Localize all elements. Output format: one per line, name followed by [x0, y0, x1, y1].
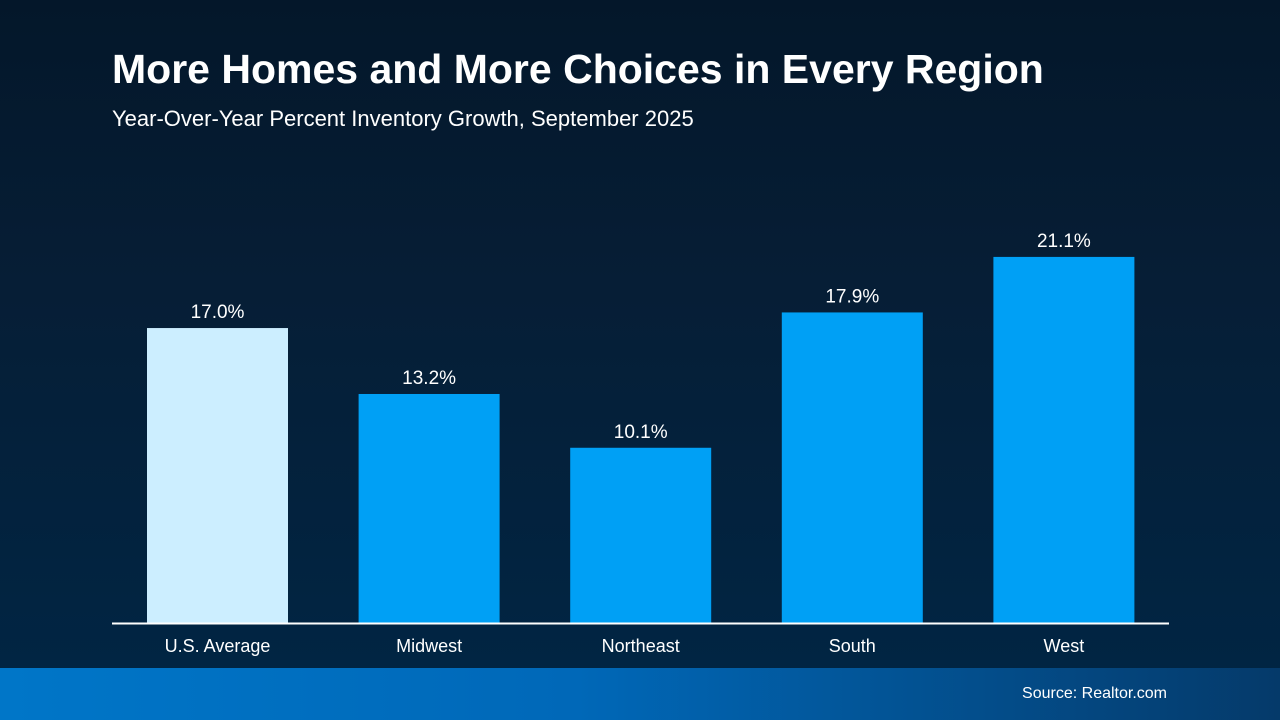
data-label: 17.9%	[825, 286, 879, 307]
source-note: Source: Realtor.com	[1022, 685, 1167, 702]
data-label: 17.0%	[191, 302, 245, 323]
category-label: Northeast	[602, 636, 680, 656]
bar	[993, 256, 1135, 623]
bar-chart: 17.0% U.S. Average 13.2% Midwest 10.1% Northe…	[147, 231, 1135, 656]
data-label: 21.1%	[1037, 231, 1091, 252]
bar	[147, 328, 288, 623]
bar	[358, 393, 500, 623]
footer-bar: Source: Realtor.com	[0, 668, 1280, 720]
bar	[570, 447, 712, 623]
chart-subtitle: Year-Over-Year Percent Inventory Growth,…	[112, 106, 694, 131]
data-label: 10.1%	[614, 422, 668, 443]
category-label: South	[829, 636, 876, 656]
category-label: West	[1044, 636, 1085, 656]
chart-title: More Homes and More Choices in Every Reg…	[112, 46, 1044, 92]
category-label: Midwest	[396, 636, 462, 656]
bar	[781, 312, 923, 623]
category-label: U.S. Average	[165, 636, 271, 656]
data-label: 13.2%	[402, 368, 456, 389]
